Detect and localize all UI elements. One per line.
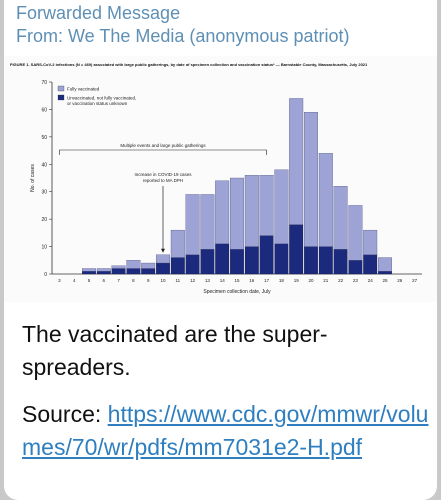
bar-unvaccinated xyxy=(259,235,274,275)
x-tick-label: 7 xyxy=(117,278,120,283)
y-tick-label: 60 xyxy=(41,107,47,113)
x-tick-label: 8 xyxy=(132,278,135,283)
x-tick-label: 26 xyxy=(397,278,403,283)
y-tick-label: 70 xyxy=(41,80,47,86)
bar-fully-vaccinated xyxy=(141,262,156,269)
forwarded-label: Forwarded Message xyxy=(16,3,181,23)
bar-unvaccinated xyxy=(274,243,289,275)
bar-unvaccinated xyxy=(170,257,185,275)
source-prefix: Source: xyxy=(22,401,108,427)
x-tick-label: 16 xyxy=(249,278,255,283)
x-tick-label: 15 xyxy=(234,278,240,283)
bar-fully-vaccinated xyxy=(230,177,244,250)
bar-unvaccinated xyxy=(82,271,96,275)
bar-fully-vaccinated xyxy=(111,265,126,269)
bar-unvaccinated xyxy=(126,268,141,275)
x-tick-label: 10 xyxy=(160,278,166,283)
y-tick-label: 30 xyxy=(41,190,47,196)
bar-fully-vaccinated xyxy=(156,254,170,264)
bar-unvaccinated xyxy=(289,224,304,275)
bar-unvaccinated xyxy=(363,254,378,275)
chart-figure[interactable]: FIGURE 1. SARS-CoV-2 infections (N = 469… xyxy=(4,56,437,302)
bar-unvaccinated xyxy=(378,271,392,275)
bar-fully-vaccinated xyxy=(82,268,96,272)
message-bubble: Forwarded Message From: We The Media (an… xyxy=(4,0,437,500)
x-tick-label: 13 xyxy=(205,278,211,283)
bar-fully-vaccinated xyxy=(333,186,348,250)
bar-fully-vaccinated xyxy=(215,180,230,244)
bar-fully-vaccinated xyxy=(200,194,215,250)
bar-unvaccinated xyxy=(185,254,200,275)
bar-chart: 0 10 20 30 40 50 60 70 No. of cases 3 4 5 6 7 8 9 10 11 12… xyxy=(30,80,422,295)
x-tick-label: 18 xyxy=(279,278,285,283)
x-tick-label: 5 xyxy=(88,278,91,283)
bar-unvaccinated xyxy=(141,268,156,275)
annotation-increase-label-cont: reported to MA DPH xyxy=(143,178,183,183)
bar-unvaccinated xyxy=(230,249,244,275)
bar-unvaccinated xyxy=(156,262,170,275)
bar-fully-vaccinated xyxy=(185,194,200,255)
x-tick-label: 3 xyxy=(58,278,61,283)
legend-swatch-unvaccinated xyxy=(57,94,65,101)
bar-unvaccinated xyxy=(96,271,111,275)
forwarded-from-label[interactable]: From: We The Media (anonymous patriot) xyxy=(16,26,350,46)
bar-unvaccinated xyxy=(348,260,363,275)
y-tick-label: 10 xyxy=(41,245,47,251)
x-tick-label: 24 xyxy=(368,278,374,283)
bar-fully-vaccinated xyxy=(244,175,259,247)
x-tick-label: 6 xyxy=(103,278,106,283)
x-tick-label: 22 xyxy=(338,278,344,283)
bar-fully-vaccinated xyxy=(126,260,141,269)
bar-fully-vaccinated xyxy=(289,98,304,225)
bar-unvaccinated xyxy=(318,246,333,275)
x-tick-label: 23 xyxy=(353,278,359,283)
bar-fully-vaccinated xyxy=(348,205,363,261)
x-tick-label: 20 xyxy=(308,278,314,283)
x-axis-label: Specimen collection date, July xyxy=(203,289,271,295)
x-tick-label: 27 xyxy=(412,278,418,283)
x-tick-label: 19 xyxy=(294,278,300,283)
y-tick-label: 0 xyxy=(44,272,47,278)
figure-caption: FIGURE 1. SARS-CoV-2 infections (N = 469… xyxy=(10,62,368,67)
x-tick-label: 17 xyxy=(264,278,270,283)
legend-label-unvaccinated: Unvaccinated, not fully vaccinated, xyxy=(67,96,136,101)
annotation-events-label: Multiple events and large public gatheri… xyxy=(120,143,206,148)
x-tick-label: 11 xyxy=(175,278,180,283)
bar-fully-vaccinated xyxy=(304,112,318,247)
annotation-increase-label: Increase in COVID-19 cases xyxy=(134,172,192,177)
bar-fully-vaccinated xyxy=(274,169,289,244)
source-line: Source: https://www.cdc.gov/mmwr/volumes… xyxy=(22,398,432,464)
y-tick-label: 40 xyxy=(41,162,47,168)
bar-fully-vaccinated xyxy=(363,229,378,255)
x-tick-label: 12 xyxy=(190,278,196,283)
y-axis-label: No. of cases xyxy=(30,164,36,192)
x-tick-label: 14 xyxy=(220,278,226,283)
x-tick-label: 9 xyxy=(147,278,150,283)
source-link[interactable]: https://www.cdc.gov/mmwr/volumes/70/wr/p… xyxy=(22,401,429,460)
annotation-arrow-head xyxy=(161,248,165,253)
bar-unvaccinated xyxy=(200,249,215,275)
bar-unvaccinated xyxy=(304,246,318,275)
bar-unvaccinated xyxy=(244,246,259,275)
y-tick-label: 20 xyxy=(41,217,47,223)
legend-label-unvaccinated-cont: or vaccination status unknown xyxy=(67,101,128,106)
bar-fully-vaccinated xyxy=(318,153,333,247)
bar-unvaccinated xyxy=(333,249,348,275)
legend-swatch-fully-vaccinated xyxy=(57,85,65,92)
legend-label-fully-vaccinated: Fully vaccinated xyxy=(67,87,100,92)
bar-fully-vaccinated xyxy=(378,257,392,272)
bar-fully-vaccinated xyxy=(170,229,185,258)
bar-fully-vaccinated xyxy=(96,268,111,272)
x-tick-label: 21 xyxy=(323,278,329,283)
message-text: The vaccinated are the super-spreaders. xyxy=(22,321,328,380)
y-tick-label: 50 xyxy=(41,135,47,141)
bar-unvaccinated xyxy=(111,268,126,275)
annotation-bracket xyxy=(59,149,267,155)
x-tick-label: 25 xyxy=(382,278,388,283)
bar-unvaccinated xyxy=(215,243,230,275)
x-tick-label: 4 xyxy=(73,278,76,283)
bar-fully-vaccinated xyxy=(259,175,274,236)
